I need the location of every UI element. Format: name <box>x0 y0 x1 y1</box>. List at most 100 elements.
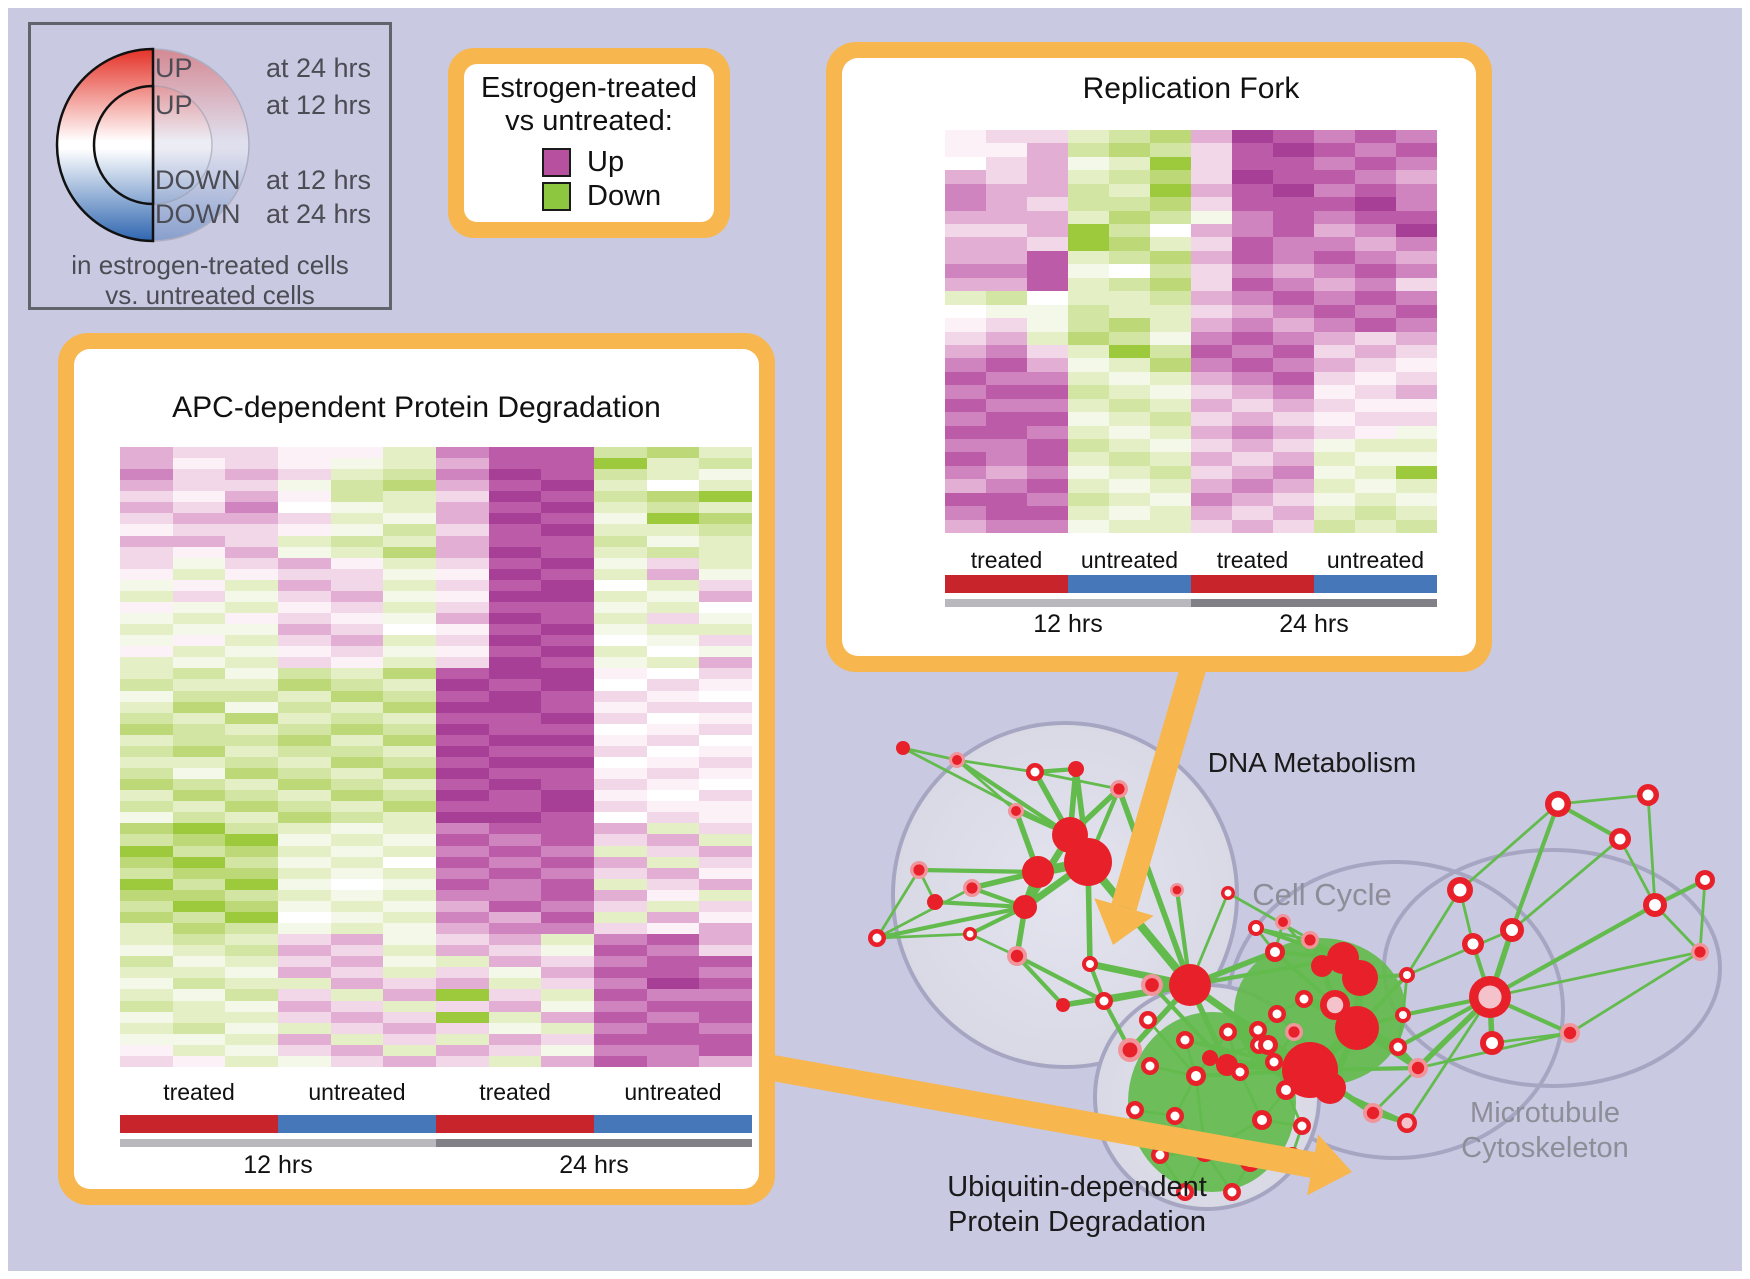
heatmap-cell <box>120 812 173 824</box>
heatmap-cell <box>986 304 1027 319</box>
heatmap-cell <box>330 867 384 879</box>
heatmap-cell <box>278 502 331 514</box>
heatmap-cell <box>436 447 489 459</box>
heatmap-cell <box>1150 492 1191 507</box>
heatmap-cell <box>646 834 700 846</box>
heatmap-cell <box>945 130 986 144</box>
heatmap-cell <box>699 613 752 625</box>
heatmap-cell <box>120 535 173 547</box>
heatmap-cell <box>594 546 647 558</box>
heatmap-cell <box>699 568 752 580</box>
heatmap-cell <box>1232 492 1273 507</box>
heatmap-cell <box>172 878 226 890</box>
heatmap-cell <box>383 447 436 459</box>
heatmap-cell <box>172 812 226 824</box>
rf-condition-bar <box>945 575 1437 593</box>
heatmap-cell <box>1273 197 1314 211</box>
heatmap-cell <box>383 469 436 481</box>
heatmap-cell <box>488 723 542 735</box>
heatmap-cell <box>383 524 436 536</box>
heatmap-cell <box>1191 331 1232 345</box>
heatmap-cell <box>1191 197 1232 211</box>
heatmap-cell <box>1068 130 1109 144</box>
heatmap-cell <box>699 635 752 647</box>
heatmap-cell <box>594 513 647 525</box>
heatmap-cell <box>172 524 226 536</box>
heatmap-cell <box>278 1033 331 1045</box>
heatmap-cell <box>646 723 700 735</box>
heatmap-cell <box>1150 385 1191 399</box>
apc-heatmap <box>120 447 752 1067</box>
heatmap-cell <box>120 745 173 757</box>
heatmap-cell <box>120 469 173 481</box>
heatmap-cell <box>330 502 384 514</box>
heatmap-cell <box>1191 318 1232 332</box>
heatmap-cell <box>1273 250 1314 265</box>
heatmap-cell <box>1396 331 1437 345</box>
heatmap-cell <box>330 624 384 636</box>
heatmap-cell <box>436 568 489 580</box>
heatmap-cell <box>1396 237 1437 251</box>
heatmap-cell <box>1314 398 1355 413</box>
heatmap-cell <box>120 546 173 558</box>
heatmap-cell <box>120 480 173 492</box>
heatmap-cell <box>1150 130 1191 144</box>
heatmap-cell <box>225 690 278 702</box>
heatmap-cell <box>383 867 436 879</box>
condition-bar-segment <box>120 1115 278 1133</box>
heatmap-cell <box>436 856 489 868</box>
heatmap-cell <box>1314 277 1355 292</box>
heatmap-cell <box>646 768 700 780</box>
heatmap-cell <box>330 801 384 813</box>
heatmap-cell <box>1150 264 1191 278</box>
heatmap-cell <box>172 1033 226 1045</box>
heatmap-cell <box>1068 452 1109 466</box>
condition-group-label: treated <box>479 1079 551 1105</box>
heatmap-cell <box>488 934 542 946</box>
heatmap-cell <box>646 590 700 602</box>
heatmap-cell <box>594 524 647 536</box>
heatmap-cell <box>699 690 752 702</box>
heatmap-cell <box>594 734 647 746</box>
heatmap-cell <box>646 812 700 824</box>
heatmap-cell <box>1355 438 1396 453</box>
heatmap-cell <box>1109 519 1150 533</box>
heatmap-cell <box>1314 425 1355 439</box>
heatmap-cell <box>488 900 542 912</box>
heatmap-cell <box>436 756 489 769</box>
heatmap-cell <box>1068 291 1109 305</box>
heatmap-cell <box>383 1000 436 1012</box>
heatmap-cell <box>646 956 700 968</box>
heatmap-cell <box>1150 250 1191 265</box>
heatmap-cell <box>646 1000 700 1012</box>
heatmap-cell <box>278 513 331 525</box>
heatmap-cell <box>646 447 700 459</box>
heatmap-cell <box>278 624 331 636</box>
heatmap-cell <box>488 845 542 857</box>
heatmap-cell <box>278 801 331 813</box>
heatmap-cell <box>699 668 752 680</box>
heatmap-cell <box>1273 130 1314 144</box>
heatmap-cell <box>986 183 1027 198</box>
heatmap-cell <box>945 210 986 225</box>
heatmap-cell <box>1273 183 1314 198</box>
heatmap-cell <box>225 491 278 503</box>
heatmap-cell <box>172 668 226 680</box>
heatmap-cell <box>541 900 594 912</box>
heatmap-cell <box>172 978 226 990</box>
heatmap-cell <box>1355 210 1396 225</box>
heatmap-cell <box>172 900 226 912</box>
heatmap-cell <box>436 657 489 669</box>
heatmap-cell <box>172 823 226 835</box>
heatmap-cell <box>1109 224 1150 238</box>
heatmap-cell <box>1068 277 1109 292</box>
ring-time-12b: at 12 hrs <box>265 165 371 195</box>
heatmap-cell <box>699 989 752 1001</box>
heatmap-cell <box>120 845 173 857</box>
heatmap-cell <box>436 601 489 614</box>
heatmap-cell <box>225 945 278 957</box>
heatmap-cell <box>1355 479 1396 493</box>
heatmap-cell <box>541 458 594 470</box>
heatmap-cell <box>330 856 384 868</box>
heatmap-cell <box>1150 398 1191 413</box>
